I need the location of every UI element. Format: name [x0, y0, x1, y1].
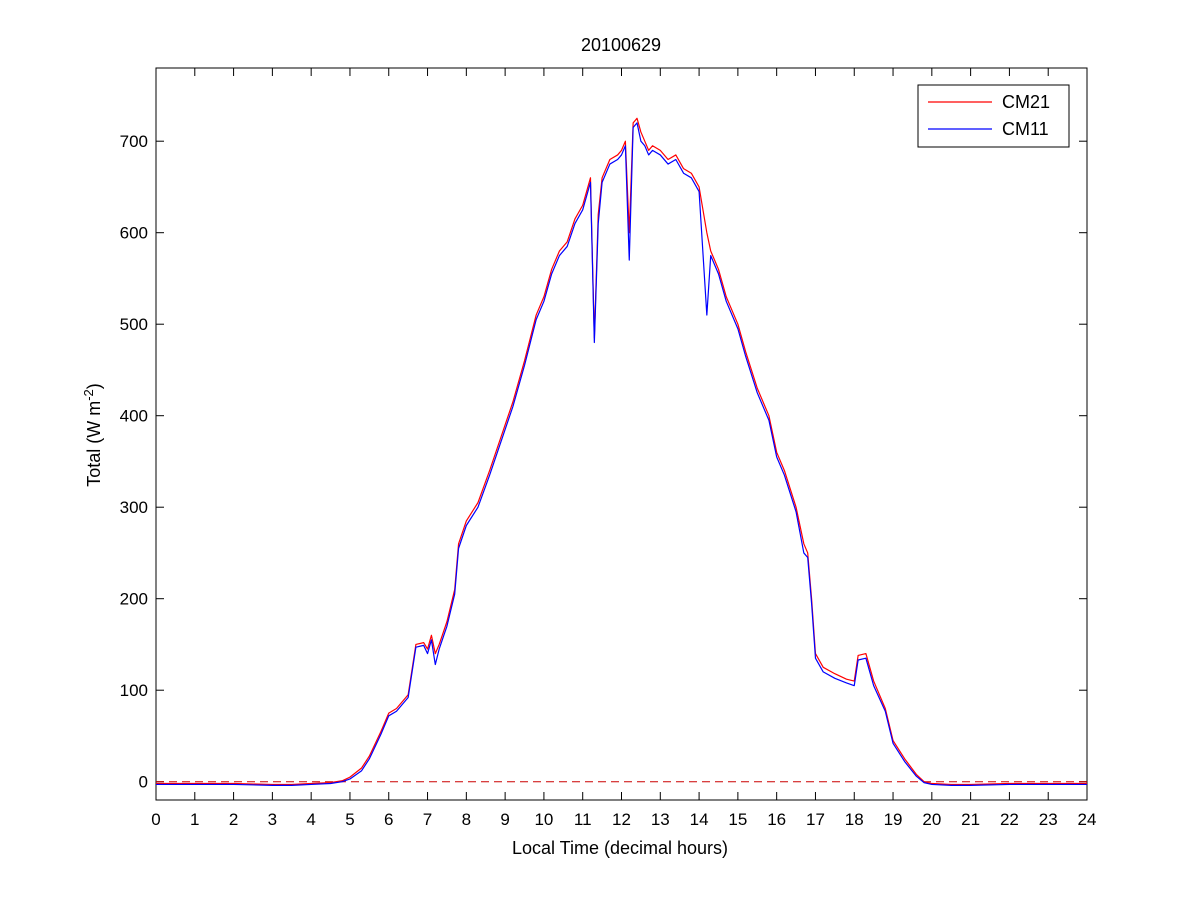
x-tick-label: 6: [384, 810, 393, 829]
y-tick-label: 600: [120, 224, 148, 243]
chart-title: 20100629: [581, 35, 661, 55]
y-tick-label: 300: [120, 498, 148, 517]
x-tick-label: 8: [462, 810, 471, 829]
y-axis-label-close: ): [84, 383, 104, 389]
y-tick-label: 200: [120, 590, 148, 609]
legend-label-cm21: CM21: [1002, 92, 1050, 112]
x-tick-label: 0: [151, 810, 160, 829]
plot-area: 0 1 2 3 4 5 6 7 8 9 10 11 12 13 14 15 16 17 18 19 20 21 22 23 24…: [120, 67, 1097, 829]
x-tick-label: 20: [922, 810, 941, 829]
x-tick-label: 14: [690, 810, 709, 829]
x-axis-label: Local Time (decimal hours): [512, 838, 728, 858]
x-tick-label: 4: [306, 810, 315, 829]
axis-ticks: [155, 68, 1088, 800]
x-tick-label: 24: [1078, 810, 1097, 829]
x-tick-label: 15: [728, 810, 747, 829]
x-tick-label: 19: [884, 810, 903, 829]
legend-label-cm11: CM11: [1002, 119, 1049, 139]
x-tick-label: 12: [612, 810, 631, 829]
x-tick-label: 22: [1000, 810, 1019, 829]
axes-box: [155, 67, 1088, 801]
x-tick-label: 7: [423, 810, 432, 829]
y-tick-label: 100: [120, 681, 148, 700]
x-tick-label: 18: [845, 810, 864, 829]
x-tick-label: 10: [534, 810, 553, 829]
x-tick-label: 1: [190, 810, 199, 829]
y-axis-label: Total (W m-2): [81, 383, 104, 487]
axis-tick-labels: 0 1 2 3 4 5 6 7 8 9 10 11 12 13 14 15 16 17 18 19 20 21 22 23 24…: [120, 132, 1097, 829]
x-tick-label: 17: [806, 810, 825, 829]
x-tick-label: 3: [268, 810, 277, 829]
legend-box: [917, 84, 1070, 148]
x-tick-label: 21: [961, 810, 980, 829]
y-tick-label: 400: [120, 407, 148, 426]
y-axis-label-main: Total (W m: [84, 401, 104, 487]
y-tick-label: 0: [139, 773, 148, 792]
x-tick-label: 16: [767, 810, 786, 829]
x-tick-label: 13: [651, 810, 670, 829]
series-lines: [156, 117, 1087, 786]
x-tick-label: 2: [229, 810, 238, 829]
series-line-cm11: [156, 122, 1087, 786]
y-axis-label-sup: -2: [81, 389, 96, 401]
x-tick-label: 23: [1039, 810, 1058, 829]
legend: CM21 CM11: [917, 84, 1070, 148]
x-tick-label: 9: [500, 810, 509, 829]
x-tick-label: 5: [345, 810, 354, 829]
x-tick-label: 11: [574, 810, 592, 829]
y-tick-label: 700: [120, 132, 148, 151]
y-tick-label: 500: [120, 315, 148, 334]
